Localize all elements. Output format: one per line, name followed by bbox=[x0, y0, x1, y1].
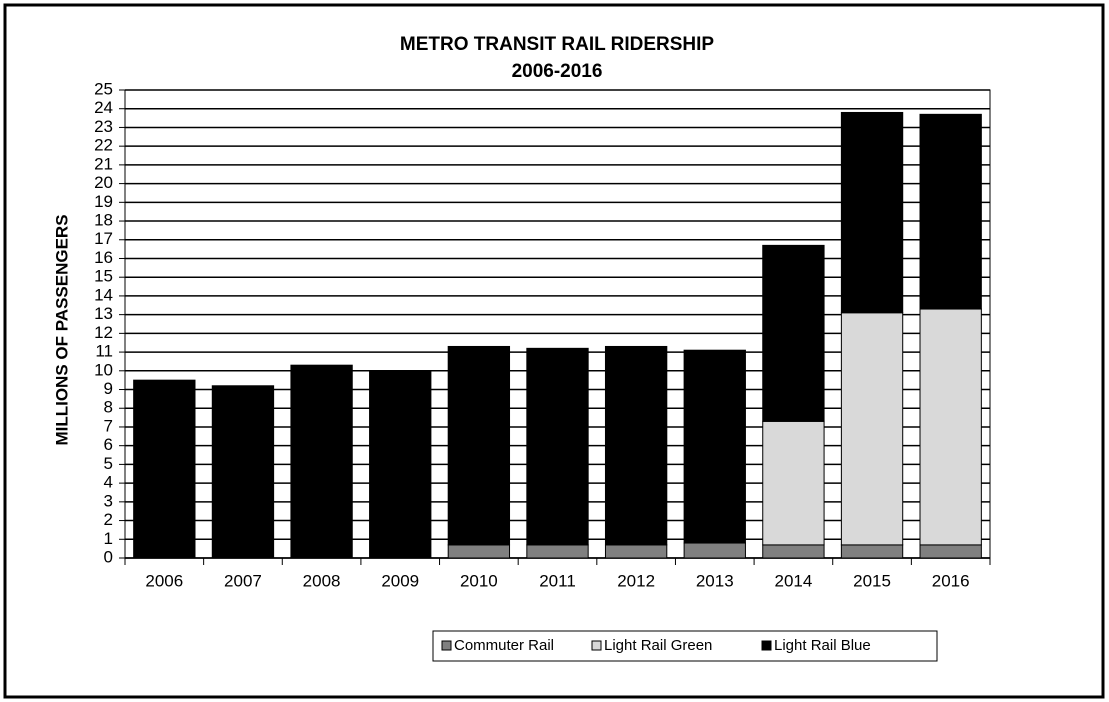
y-tick-label: 15 bbox=[94, 267, 113, 286]
y-tick-label: 14 bbox=[94, 285, 113, 304]
y-tick-label: 11 bbox=[95, 342, 113, 361]
x-tick-label: 2006 bbox=[145, 571, 183, 590]
x-tick-label: 2011 bbox=[539, 571, 576, 590]
y-tick-label: 17 bbox=[94, 229, 113, 248]
bar-segment bbox=[133, 379, 196, 559]
y-tick-label: 23 bbox=[94, 117, 113, 136]
bar-segment bbox=[447, 345, 511, 546]
x-tick-label: 2013 bbox=[696, 571, 734, 590]
bar-segment bbox=[840, 544, 904, 559]
chart-title: METRO TRANSIT RAIL RIDERSHIP bbox=[400, 34, 715, 55]
y-tick-label: 6 bbox=[104, 435, 113, 454]
bar-segment bbox=[526, 544, 589, 559]
legend-label: Light Rail Blue bbox=[774, 637, 871, 654]
y-tick-label: 13 bbox=[94, 304, 113, 323]
y-tick-label: 18 bbox=[94, 211, 113, 230]
bar-segment bbox=[840, 312, 904, 546]
bar-segment bbox=[604, 345, 668, 546]
x-tick-label: 2008 bbox=[303, 571, 341, 590]
y-tick-label: 12 bbox=[94, 323, 113, 342]
y-tick-label: 1 bbox=[104, 529, 113, 548]
bar-segment bbox=[526, 347, 589, 546]
x-tick-label: 2016 bbox=[932, 571, 970, 590]
bar-segment bbox=[762, 420, 825, 546]
x-tick-label: 2007 bbox=[224, 571, 262, 590]
bar-segment bbox=[919, 308, 982, 546]
bar-segment bbox=[919, 544, 982, 559]
y-tick-label: 3 bbox=[104, 491, 113, 510]
y-tick-label: 22 bbox=[94, 136, 113, 155]
y-tick-label: 19 bbox=[94, 192, 113, 211]
bar-segment bbox=[369, 370, 432, 559]
y-tick-label: 2 bbox=[104, 510, 113, 529]
x-tick-label: 2009 bbox=[381, 571, 419, 590]
y-tick-label: 10 bbox=[94, 360, 113, 379]
y-tick-label: 25 bbox=[94, 79, 113, 98]
legend-label: Light Rail Green bbox=[604, 637, 712, 654]
bar-segment bbox=[840, 111, 904, 314]
y-tick-label: 21 bbox=[94, 154, 113, 173]
legend-swatch bbox=[591, 640, 602, 651]
y-tick-label: 0 bbox=[104, 547, 113, 566]
y-tick-label: 4 bbox=[104, 473, 113, 492]
bar-segment bbox=[604, 544, 668, 559]
y-tick-label: 5 bbox=[104, 454, 113, 473]
x-tick-label: 2012 bbox=[617, 571, 655, 590]
bar-segment bbox=[762, 244, 825, 422]
bar-segment bbox=[919, 113, 982, 310]
y-tick-label: 24 bbox=[94, 98, 113, 117]
legend-box bbox=[432, 630, 938, 662]
y-tick-label: 16 bbox=[94, 248, 113, 267]
y-tick-label: 7 bbox=[104, 416, 113, 435]
bar-segment bbox=[447, 544, 511, 559]
bar-segment bbox=[683, 542, 746, 559]
x-tick-label: 2014 bbox=[774, 571, 812, 590]
legend-label: Commuter Rail bbox=[454, 637, 554, 654]
bar-segment bbox=[211, 385, 275, 559]
bar-segment bbox=[683, 349, 746, 544]
y-tick-label: 20 bbox=[94, 173, 113, 192]
x-tick-label: 2010 bbox=[460, 571, 498, 590]
x-tick-label: 2015 bbox=[853, 571, 891, 590]
bar-segment bbox=[290, 364, 353, 559]
chart-subtitle: 2006-2016 bbox=[512, 61, 603, 82]
y-tick-label: 9 bbox=[104, 379, 113, 398]
bar-segment bbox=[762, 544, 825, 559]
y-tick-label: 8 bbox=[104, 398, 113, 417]
legend-swatch bbox=[441, 640, 452, 651]
legend-swatch bbox=[761, 640, 772, 651]
y-axis-label: MILLIONS OF PASSENGERS bbox=[52, 214, 71, 445]
